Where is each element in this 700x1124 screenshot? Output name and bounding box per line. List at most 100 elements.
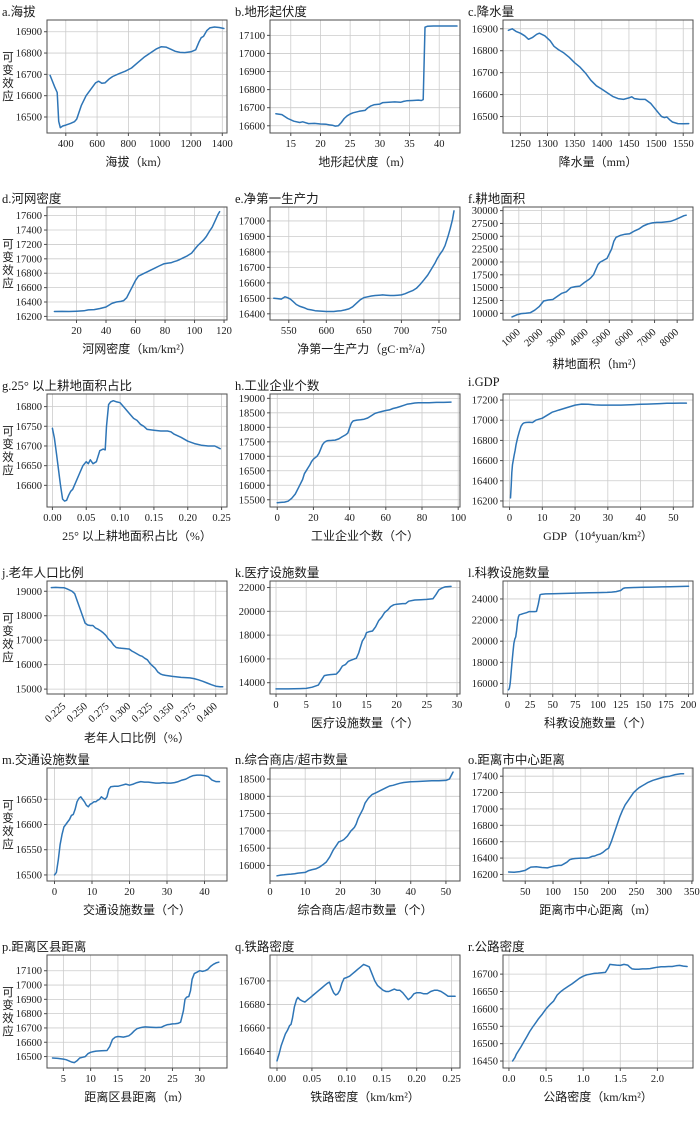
y-tick-label: 18000	[239, 631, 265, 642]
chart-plot-j: 15000 16000 17000 18000 19000 0.2250.2500.275…	[2, 580, 228, 745]
x-tick-label: 700	[394, 326, 410, 337]
y-tick-label: 16800	[239, 85, 265, 96]
chart-title: f.耕地面积	[468, 192, 526, 206]
x-tick-label: 1450	[618, 139, 639, 150]
x-axis-title: 公路密度（km/km²）	[543, 1089, 653, 1104]
y-axis-title-char: 可	[2, 52, 14, 64]
chart-plot-p: 16500 16600 16700 16800 16900 17000 17100 5 10 15…	[2, 954, 228, 1104]
y-tick-label: 17000	[16, 636, 42, 647]
x-tick-label: 1200	[181, 139, 202, 150]
y-tick-label: 17000	[239, 826, 265, 837]
y-axis-title-char: 应	[2, 89, 14, 103]
x-tick-label: 1350	[564, 139, 585, 150]
y-tick-label: 16400	[472, 476, 498, 487]
y-tick-label: 16800	[472, 46, 498, 57]
x-tick-label: 20	[140, 1074, 151, 1085]
y-tick-label: 16200	[472, 870, 498, 881]
y-tick-label: 16900	[16, 27, 42, 38]
y-tick-label: 16400	[239, 309, 265, 320]
y-tick-label: 24000	[472, 594, 498, 605]
x-tick-label: 40	[434, 139, 445, 150]
x-tick-label: 10	[331, 700, 342, 711]
y-axis-title-char: 可	[2, 426, 14, 438]
y-tick-label: 16500	[16, 113, 42, 124]
x-tick-label: 30	[194, 1074, 205, 1085]
x-tick-label: 1550	[673, 139, 694, 150]
data-line	[275, 25, 458, 127]
y-tick-label: 17400	[16, 226, 42, 237]
y-tick-label: 16000	[472, 679, 498, 690]
y-tick-label: 16200	[16, 312, 42, 323]
x-axis-title: 工业企业个数（个）	[311, 528, 419, 543]
y-tick-label: 16680	[239, 1000, 265, 1011]
y-tick-label: 19000	[16, 587, 42, 598]
x-tick-label: 60	[130, 326, 141, 337]
y-tick-label: 25000	[472, 232, 498, 243]
x-tick-label: 40	[405, 887, 416, 898]
x-axis-title: 25° 以上耕地面积占比（%）	[62, 528, 212, 543]
x-tick-label: 2000	[522, 327, 545, 349]
y-tick-label: 16640	[239, 1047, 265, 1058]
data-line	[51, 399, 221, 502]
x-tick-label: 0.05	[303, 1074, 321, 1085]
plot-frame	[502, 19, 694, 134]
y-axis-title-char: 可	[2, 987, 14, 999]
plot-frame	[269, 580, 461, 695]
x-tick-label: 6000	[613, 327, 636, 349]
y-axis-title-char: 应	[2, 1024, 14, 1038]
x-tick-label: 35	[404, 139, 415, 150]
y-tick-label: 22500	[472, 245, 498, 256]
y-tick-label: 16650	[16, 795, 42, 806]
x-tick-label: 0	[275, 513, 280, 524]
x-axis-title: 耕地面积（hm²）	[553, 356, 644, 371]
x-tick-label: 20	[315, 139, 326, 150]
x-tick-label: 350	[684, 887, 700, 898]
y-tick-label: 22000	[239, 583, 265, 594]
y-tick-label: 16900	[472, 24, 498, 35]
y-tick-label: 17100	[239, 31, 265, 42]
x-tick-label: 0.25	[212, 513, 230, 524]
plot-frame	[269, 393, 461, 508]
y-tick-label: 18000	[239, 423, 265, 434]
y-tick-label: 17000	[239, 216, 265, 227]
data-line	[275, 585, 452, 690]
y-tick-label: 17000	[472, 416, 498, 427]
y-tick-label: 16800	[239, 247, 265, 258]
y-tick-label: 17500	[239, 809, 265, 820]
y-tick-label: 30000	[472, 206, 498, 217]
y-axis-title-char: 应	[2, 463, 14, 477]
chart-l: l.科教设施数量 16000 18000 20000 22000 24000 0 25 50 75…	[466, 561, 699, 748]
data-line	[51, 961, 220, 1064]
y-tick-label: 16800	[16, 402, 42, 413]
y-tick-label: 16600	[16, 283, 42, 294]
y-tick-label: 17200	[16, 240, 42, 251]
x-tick-label: 25	[345, 139, 356, 150]
x-tick-label: 40	[635, 513, 646, 524]
data-line	[276, 771, 454, 877]
y-tick-label: 20000	[472, 257, 498, 268]
chart-plot-m: 16500 16550 16600 16650 0 10 20 30 40 交通设施数量（个） 可变…	[2, 767, 228, 917]
x-tick-label: 0	[267, 887, 272, 898]
data-line	[53, 774, 221, 876]
data-line	[273, 210, 455, 313]
x-tick-label: 10	[300, 887, 311, 898]
x-tick-label: 300	[656, 887, 672, 898]
chart-r: r.公路密度 16450 16500 16550 16600 16650 16700 0.0 0…	[466, 935, 699, 1122]
x-tick-label: 5	[304, 700, 309, 711]
x-tick-label: 10	[537, 513, 548, 524]
x-tick-label: 1.0	[577, 1074, 590, 1085]
x-tick-label: 5000	[590, 327, 613, 349]
x-tick-label: 100	[590, 700, 606, 711]
y-tick-label: 16600	[472, 90, 498, 101]
x-axis-title: 交通设施数量（个）	[83, 902, 191, 917]
x-tick-label: 50	[441, 887, 452, 898]
x-tick-label: 800	[121, 139, 137, 150]
x-tick-label: 1400	[212, 139, 233, 150]
x-tick-label: 250	[628, 887, 644, 898]
x-tick-label: 25	[525, 700, 536, 711]
chart-title: c.降水量	[468, 5, 515, 19]
x-tick-label: 0.375	[173, 701, 198, 725]
y-tick-label: 16600	[16, 1038, 42, 1049]
x-tick-label: 7000	[636, 327, 659, 349]
y-tick-label: 16600	[472, 456, 498, 467]
